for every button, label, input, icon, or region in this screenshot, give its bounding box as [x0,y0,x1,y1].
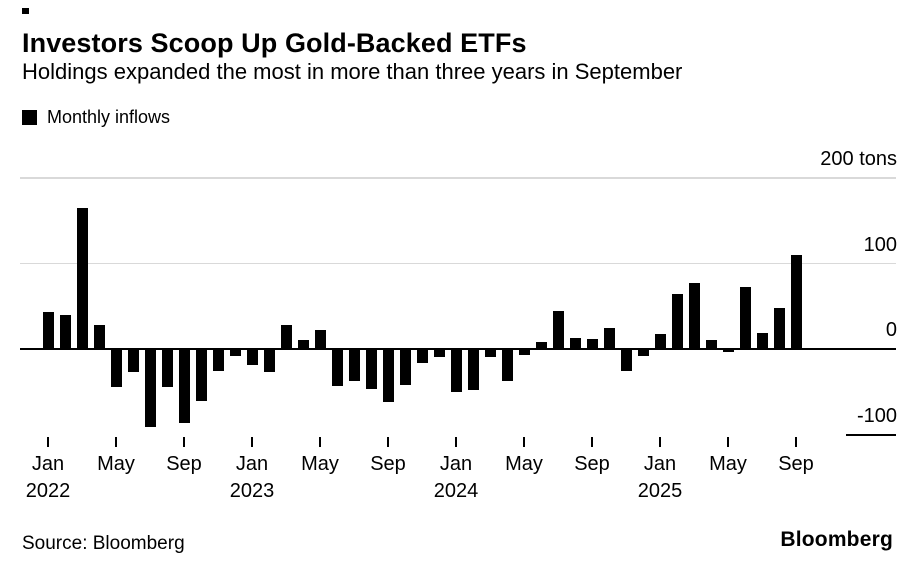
y-axis-label-100: 100 [863,233,897,256]
bar-jan-2024 [450,349,462,392]
x-axis-month-label: Sep [370,453,406,475]
bar-apr-2022 [93,325,105,349]
bar-dec-2022 [229,349,241,356]
bar-feb-2025 [671,294,683,349]
x-axis-month-label: Sep [166,453,202,475]
x-axis-month-label: Sep [778,453,814,475]
chart-title: Investors Scoop Up Gold-Backed ETFs [22,28,527,58]
x-axis-year-label: 2024 [433,480,479,502]
bar-may-2023 [314,330,326,349]
bar-mar-2024 [484,349,496,357]
x-axis-tick-may-2022 [115,437,117,447]
bar-sep-2024 [586,338,598,349]
bar-may-2022 [110,349,122,388]
bar-apr-2025 [705,339,717,349]
x-axis-tick-sep-2025 [795,437,797,447]
bar-mar-2022 [76,207,88,349]
bar-aug-2022 [161,349,173,388]
x-axis-year-label: 2022 [25,480,71,502]
bar-aug-2024 [569,337,581,349]
bar-jul-2022 [144,349,156,427]
chart-subtitle: Holdings expanded the most in more than … [22,59,683,84]
zero-axis-line [20,348,896,350]
x-axis-month-label: Sep [574,453,610,475]
x-axis-year-label: 2025 [637,480,683,502]
x-axis-tick-may-2025 [727,437,729,447]
bar-feb-2023 [263,349,275,373]
bar-nov-2022 [212,349,224,372]
bar-oct-2022 [195,349,207,402]
bar-dec-2023 [433,349,445,357]
source-note: Source: Bloomberg [22,533,185,554]
bar-nov-2024 [620,349,632,372]
x-axis-month-label: Jan [643,453,677,475]
y-axis-label--100: -100 [856,404,897,427]
bar-sep-2023 [382,349,394,402]
x-axis-tick-sep-2024 [591,437,593,447]
bar-oct-2023 [399,349,411,385]
gridline-100 [20,262,896,265]
y-axis-label-200: 200 tons [820,148,897,170]
x-axis-tick-sep-2023 [387,437,389,447]
gridline-200 [20,177,896,179]
x-axis-month-label: May [301,453,339,475]
x-axis-month-label: May [97,453,135,475]
bar-jun-2025 [739,287,751,349]
x-axis-tick-jan-2024 [455,437,457,447]
legend: Monthly inflows [22,108,170,127]
bar-oct-2024 [603,328,615,349]
bar-apr-2023 [297,340,309,349]
x-axis-month-label: Jan [31,453,65,475]
bar-mar-2023 [280,325,292,349]
bar-nov-2023 [416,349,428,363]
x-axis-tick-jan-2025 [659,437,661,447]
bloomberg-logo: Bloomberg [780,528,893,551]
bar-may-2024 [518,349,530,355]
x-axis-tick-may-2024 [523,437,525,447]
x-axis-tick-jan-2023 [251,437,253,447]
x-axis-month-label: May [505,453,543,475]
bar-dec-2024 [637,349,649,356]
legend-swatch-icon [22,110,37,125]
bar-jan-2025 [654,334,666,349]
bar-jan-2023 [246,349,258,366]
bar-apr-2024 [501,349,513,381]
x-axis-tick-sep-2022 [183,437,185,447]
bar-mar-2025 [688,283,700,349]
bar-sep-2025 [790,254,802,349]
bar-sep-2022 [178,349,190,423]
x-axis-tick-may-2023 [319,437,321,447]
x-axis-tick-jan-2022 [47,437,49,447]
bar-feb-2022 [59,314,71,349]
x-axis-month-label: Jan [235,453,269,475]
y-axis-label-0: 0 [885,319,897,341]
bar-aug-2025 [773,307,785,349]
bar-jun-2024 [535,342,547,349]
bar-may-2025 [722,349,734,353]
bar-jul-2025 [756,332,768,349]
bar-jun-2022 [127,349,139,373]
bar-jul-2023 [348,349,360,381]
x-axis-year-label: 2023 [229,480,275,502]
top-left-mark [22,8,29,14]
x-axis-month-label: Jan [439,453,473,475]
legend-label: Monthly inflows [47,107,171,127]
bar-feb-2024 [467,349,479,391]
bar-aug-2023 [365,349,377,390]
bar-jul-2024 [552,310,564,349]
y-axis-bottom-segment [846,433,896,436]
bar-jan-2022 [42,312,54,349]
bar-jun-2023 [331,349,343,386]
x-axis-month-label: May [709,453,747,475]
